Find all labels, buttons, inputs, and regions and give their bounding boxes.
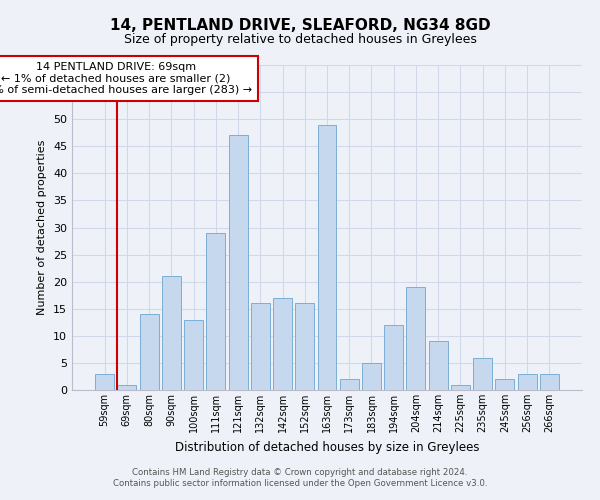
Text: 14 PENTLAND DRIVE: 69sqm
← 1% of detached houses are smaller (2)
99% of semi-det: 14 PENTLAND DRIVE: 69sqm ← 1% of detache… (0, 62, 253, 95)
Text: Size of property relative to detached houses in Greylees: Size of property relative to detached ho… (124, 32, 476, 46)
Text: 14, PENTLAND DRIVE, SLEAFORD, NG34 8GD: 14, PENTLAND DRIVE, SLEAFORD, NG34 8GD (110, 18, 490, 32)
Bar (140, 314, 158, 390)
Bar (206, 233, 225, 390)
Bar (540, 374, 559, 390)
Bar (340, 379, 359, 390)
Bar (362, 363, 381, 390)
Bar (162, 276, 181, 390)
Bar (118, 384, 136, 390)
Bar (406, 287, 425, 390)
Bar (229, 136, 248, 390)
Y-axis label: Number of detached properties: Number of detached properties (37, 140, 47, 315)
Bar (251, 304, 270, 390)
Bar (95, 374, 114, 390)
Bar (384, 325, 403, 390)
Bar (518, 374, 536, 390)
X-axis label: Distribution of detached houses by size in Greylees: Distribution of detached houses by size … (175, 440, 479, 454)
Bar (451, 384, 470, 390)
Bar (429, 341, 448, 390)
Bar (295, 304, 314, 390)
Bar (317, 124, 337, 390)
Bar (473, 358, 492, 390)
Text: Contains HM Land Registry data © Crown copyright and database right 2024.
Contai: Contains HM Land Registry data © Crown c… (113, 468, 487, 487)
Bar (496, 379, 514, 390)
Bar (184, 320, 203, 390)
Bar (273, 298, 292, 390)
